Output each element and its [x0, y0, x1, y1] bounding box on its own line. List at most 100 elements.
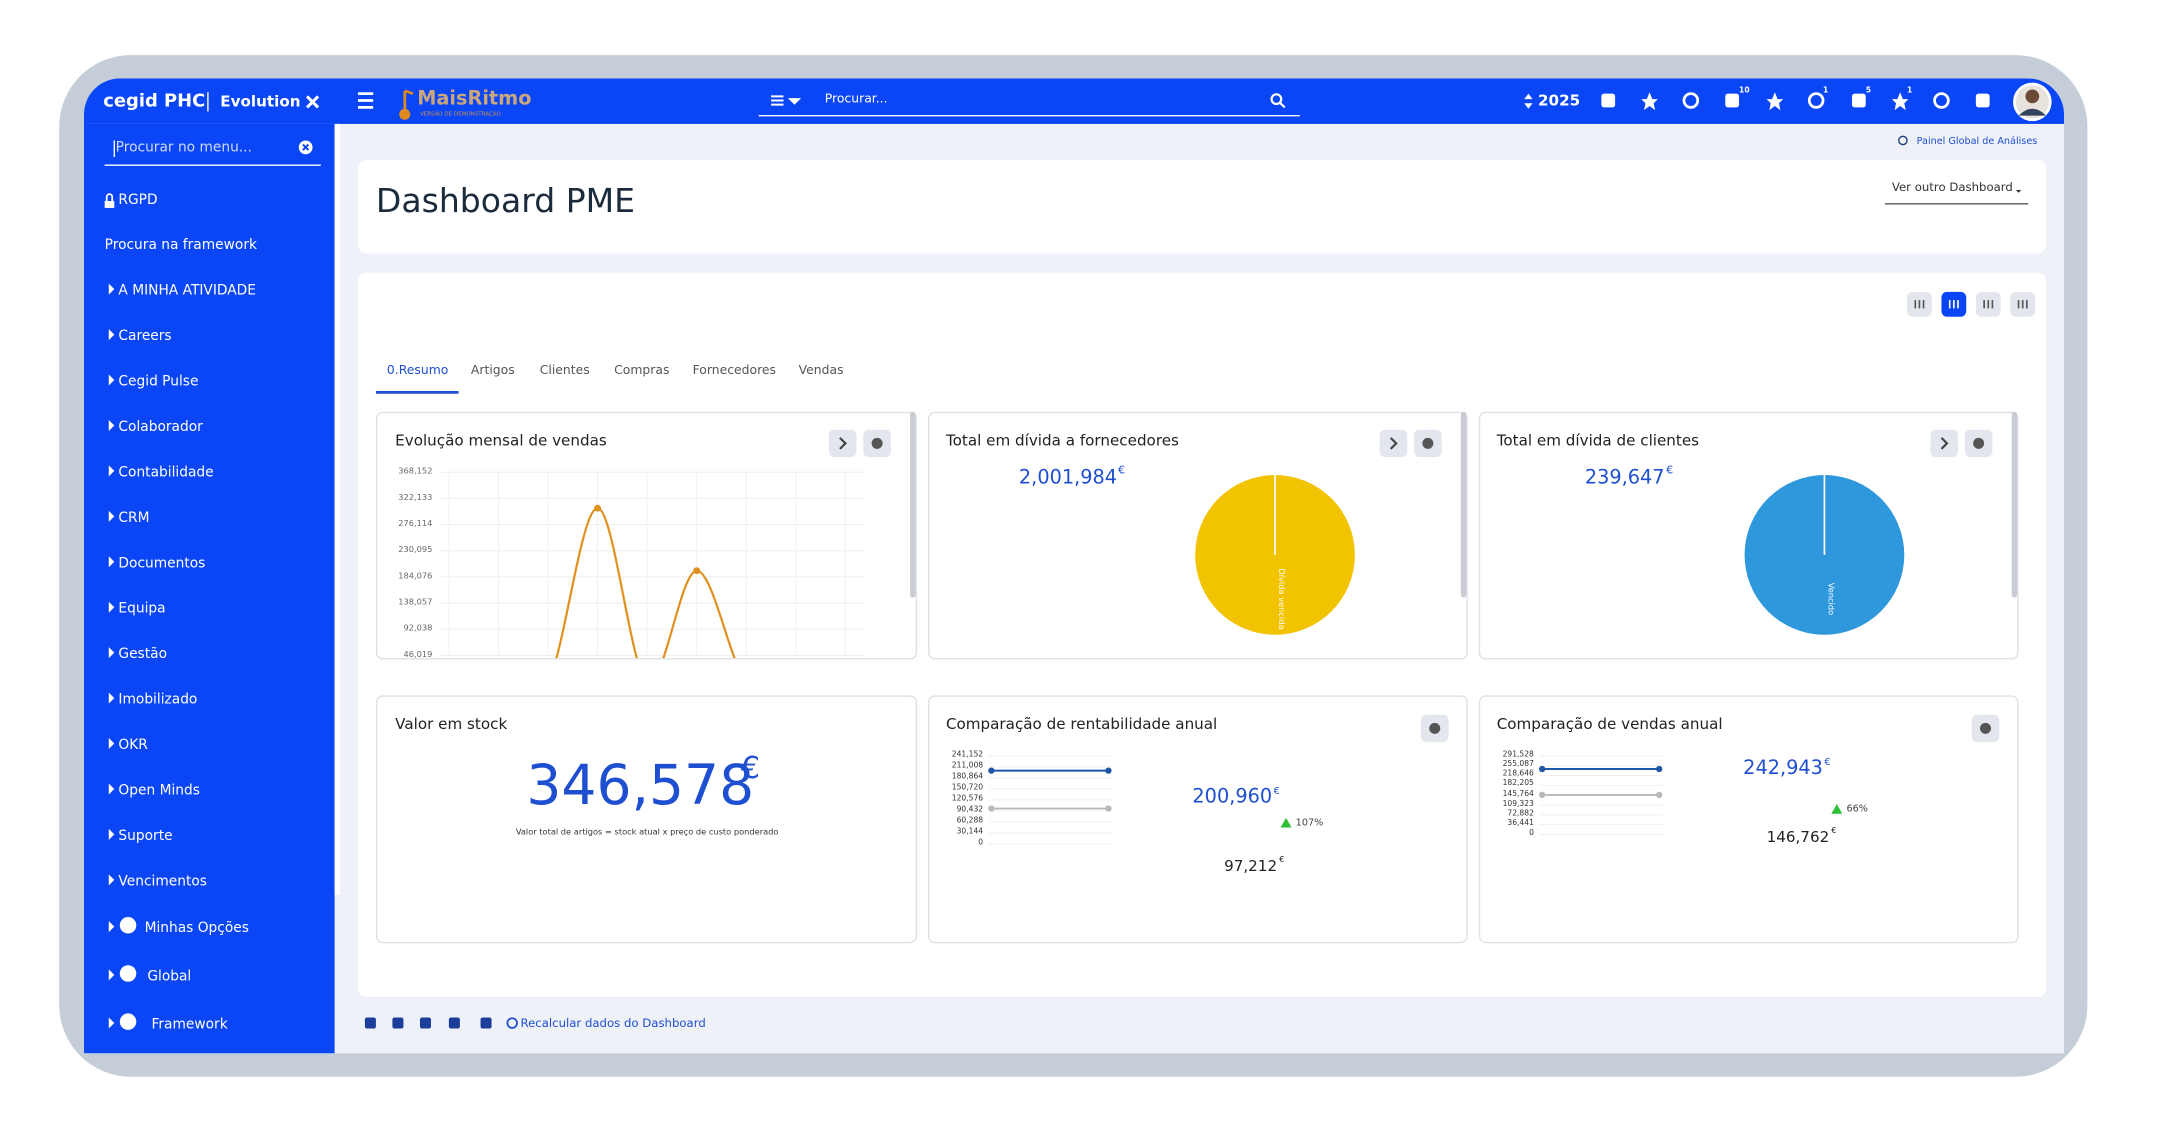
view-button-icon [1948, 300, 1959, 309]
debt-amount: 239,647 [1584, 466, 1665, 489]
increase-arrow [1831, 804, 1843, 814]
sidebar-item[interactable]: RGPD [118, 192, 158, 208]
expand-arrow[interactable] [108, 692, 115, 704]
sidebar-item[interactable]: OKR [118, 738, 148, 754]
change-percent: 66% [1846, 803, 1868, 815]
logo-subtitle: VERSÃO DE DEMONSTRAÇÃO [419, 110, 501, 118]
toolbar-icon[interactable] [1975, 93, 1990, 108]
toolbar-icon[interactable] [1933, 92, 1950, 109]
widget-scrollbar [2011, 411, 2018, 598]
footer-icon[interactable] [448, 1017, 460, 1029]
y-tick-label: 0 [1529, 829, 1534, 838]
expand-arrow[interactable] [108, 783, 115, 795]
expand-arrow[interactable] [108, 921, 115, 933]
sidebar-item[interactable]: Suporte [118, 828, 173, 845]
current-amount: 200,960 [1192, 786, 1273, 809]
open-button[interactable] [1930, 429, 1958, 458]
open-button[interactable] [828, 429, 857, 458]
y-tick-label: 182,205 [1502, 780, 1534, 789]
menu-icon [119, 1013, 137, 1030]
logo-note [399, 89, 414, 120]
toolbar-icon[interactable] [1641, 92, 1658, 111]
expand-arrow[interactable] [108, 647, 115, 659]
expand-arrow[interactable] [108, 419, 115, 431]
expand-arrow[interactable] [108, 465, 115, 477]
recalculate-link[interactable]: Recalcular dados do Dashboard [520, 1017, 706, 1031]
sidebar-item[interactable]: Careers [118, 329, 172, 345]
footer-icon[interactable] [480, 1017, 492, 1029]
expand-arrow[interactable] [108, 601, 115, 613]
open-button[interactable] [1379, 429, 1408, 458]
close-sidebar-icon[interactable] [305, 95, 320, 109]
expand-arrow[interactable] [108, 510, 115, 522]
y-tick-label: 211,008 [951, 761, 984, 771]
expand-arrow[interactable] [108, 969, 115, 981]
expand-arrow[interactable] [108, 874, 115, 886]
menu-icon[interactable] [357, 92, 374, 109]
expand-arrow[interactable] [108, 374, 115, 386]
footer-icon[interactable] [392, 1017, 404, 1029]
tab[interactable]: Fornecedores [692, 364, 777, 378]
toolbar-icon[interactable] [1766, 92, 1784, 111]
widget-title: Valor em stock [395, 715, 508, 734]
toolbar-icon[interactable] [1682, 92, 1700, 109]
info-icon [1429, 722, 1441, 734]
sidebar-item[interactable]: Open Minds [118, 783, 200, 799]
info-icon [871, 437, 883, 449]
year-selector[interactable]: 2025 [1538, 91, 1581, 110]
info-icon [1973, 437, 1985, 449]
widget-title: Comparação de vendas anual [1496, 715, 1723, 734]
sidebar-item[interactable]: Contabilidade [118, 465, 214, 481]
expand-arrow[interactable] [108, 738, 115, 750]
sidebar-item[interactable]: Vencimentos [118, 874, 207, 890]
sidebar-item[interactable]: Framework [151, 1017, 228, 1033]
global-analysis-link[interactable]: Painel Global de Análises [1916, 135, 2038, 147]
footer-icon[interactable] [364, 1017, 376, 1029]
toolbar-icon[interactable] [1891, 92, 1909, 111]
dashboard-selector[interactable]: Ver outro Dashboard [1891, 181, 2013, 196]
y-tick-label: 184,076 [398, 571, 433, 582]
toolbar-icon[interactable] [1807, 92, 1825, 109]
current-amount: 242,943 [1743, 757, 1823, 780]
sidebar-item[interactable]: A MINHA ATIVIDADE [118, 283, 256, 299]
tab[interactable]: Compras [614, 364, 670, 378]
tab[interactable]: Artigos [470, 364, 515, 378]
sidebar-search[interactable]: Procurar no menu... [115, 140, 252, 156]
y-tick-label: 72,882 [1507, 809, 1534, 818]
widget-title: Evolução mensal de vendas [395, 431, 607, 450]
sidebar-item[interactable]: Gestão [118, 647, 167, 663]
sidebar-item[interactable]: Documentos [118, 556, 206, 572]
expand-arrow[interactable] [108, 329, 115, 341]
toolbar-icon[interactable] [1601, 93, 1616, 108]
toolbar-icon[interactable] [1725, 93, 1740, 108]
notification-badge: 5 [1865, 87, 1871, 96]
expand-arrow[interactable] [108, 283, 115, 295]
user-avatar-body [2018, 108, 2047, 116]
sidebar-item[interactable]: Cegid Pulse [118, 374, 199, 390]
expand-arrow[interactable] [108, 828, 115, 840]
expand-arrow[interactable] [108, 556, 115, 568]
currency-symbol: € [1666, 464, 1674, 477]
search-icon[interactable] [1270, 93, 1283, 106]
sidebar-item[interactable]: Imobilizado [118, 692, 198, 708]
tab[interactable]: Clientes [539, 364, 590, 378]
sidebar-item[interactable]: Colaborador [118, 419, 203, 436]
toolbar-icon[interactable] [1851, 93, 1866, 108]
footer-icon[interactable] [419, 1017, 431, 1029]
expand-arrow[interactable] [108, 1017, 115, 1029]
tab[interactable]: Vendas [798, 364, 844, 378]
sidebar-item[interactable]: Global [147, 969, 192, 985]
tab[interactable]: 0.Resumo [386, 364, 449, 378]
sidebar-item[interactable]: Equipa [118, 601, 166, 617]
sidebar-item[interactable]: Minhas Opções [144, 921, 249, 937]
lock-icon-shackle [105, 193, 114, 202]
widget-scrollbar [910, 411, 916, 598]
sidebar-item[interactable]: Procura na framework [104, 238, 257, 254]
chevron-icon [839, 437, 847, 450]
chevron-icon [1940, 437, 1949, 450]
search-input[interactable]: Procurar... [824, 92, 888, 107]
notification-badge: 1 [1907, 87, 1913, 96]
change-percent: 107% [1295, 817, 1324, 829]
sidebar-item[interactable]: CRM [118, 510, 150, 526]
search-scope-icon[interactable] [771, 95, 802, 106]
